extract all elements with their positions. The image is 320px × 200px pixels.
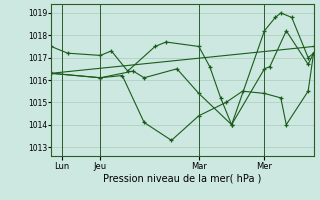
X-axis label: Pression niveau de la mer( hPa ): Pression niveau de la mer( hPa ) — [103, 173, 261, 183]
